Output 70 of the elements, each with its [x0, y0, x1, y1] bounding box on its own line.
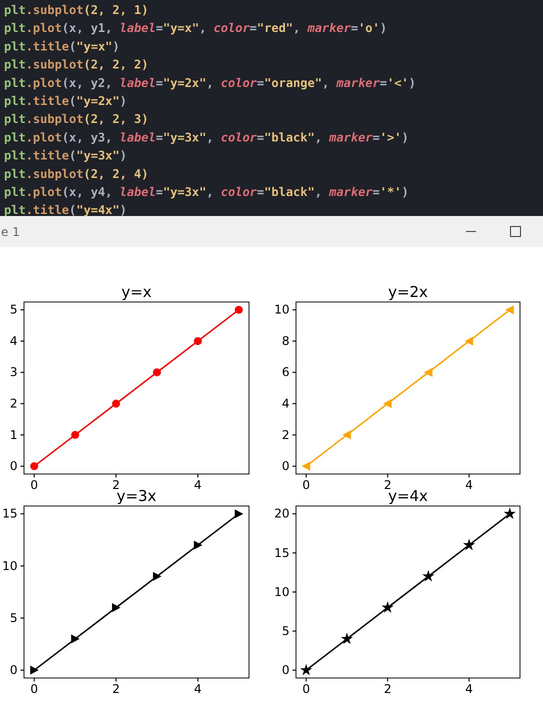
- y-tick-label: 4: [10, 334, 18, 348]
- y-tick-label: 5: [282, 624, 290, 638]
- text: e 1: [1, 225, 20, 239]
- text: plt.subplot(2, 2, 3): [4, 112, 149, 126]
- point: [504, 507, 516, 519]
- x-tick-label: 0: [30, 682, 38, 696]
- y-tick-label: 2: [282, 428, 290, 442]
- x-tick-label: 4: [465, 478, 473, 492]
- point: [71, 634, 80, 644]
- text: plt.subplot(2, 2, 1): [4, 3, 149, 17]
- point: [234, 509, 244, 518]
- point: [112, 400, 120, 408]
- point: [234, 306, 243, 314]
- point: [342, 430, 351, 440]
- point: [152, 368, 161, 376]
- text: plt.plot(x, y2, label="y=2x", color="orange", marker='<'): [4, 76, 416, 90]
- y-tick-label: 0: [282, 663, 290, 678]
- point: [30, 666, 39, 675]
- y-tick-label: 20: [274, 506, 290, 521]
- point: [30, 462, 38, 470]
- x-tick-label: 4: [194, 478, 202, 492]
- text: plt.plot(x, y1, label="y=x", color="red", marker='o'): [4, 21, 387, 36]
- y-tick-label: 5: [10, 302, 18, 317]
- point: [505, 305, 514, 314]
- text: plt.title("y=2x"): [4, 94, 127, 108]
- text: plt.subplot(2, 2, 2): [4, 58, 149, 72]
- point: [302, 462, 310, 471]
- text: plt.plot(x, y3, label="y=3x", color="black", marker='>'): [4, 130, 409, 144]
- x-tick-label: 2: [112, 682, 120, 696]
- text: plt.title("y=x"): [4, 39, 120, 54]
- point: [340, 632, 353, 644]
- y-tick-label: 15: [2, 506, 18, 521]
- text: plt.title("y=4x"): [4, 203, 127, 218]
- y-tick-label: 10: [274, 302, 290, 317]
- x-tick-label: 0: [30, 478, 38, 492]
- point: [383, 399, 392, 408]
- x-tick-label: 4: [194, 682, 202, 696]
- y-tick-label: 15: [274, 546, 290, 560]
- point: [464, 336, 474, 346]
- y-tick-label: 1: [10, 428, 18, 442]
- point: [424, 368, 432, 377]
- x-tick-label: 0: [302, 478, 310, 492]
- text: plt.plot(x, y4, label="y=3x", color="black", marker='*'): [4, 185, 409, 199]
- point: [152, 572, 162, 581]
- chart-title: y=2x: [388, 283, 428, 301]
- y-tick-label: 0: [10, 663, 18, 678]
- y-tick-label: 2: [10, 396, 18, 410]
- x-tick-label: 4: [465, 682, 473, 696]
- point: [194, 337, 202, 346]
- point: [422, 570, 434, 582]
- y-tick-label: 6: [282, 365, 290, 380]
- x-tick-label: 0: [302, 682, 310, 696]
- point: [382, 601, 394, 613]
- point: [112, 603, 121, 612]
- chart-title: y=x: [121, 283, 152, 301]
- y-tick-label: 8: [282, 334, 290, 348]
- text: plt.subplot(2, 2, 4): [4, 166, 149, 181]
- y-tick-label: 10: [2, 558, 18, 573]
- point: [463, 538, 476, 550]
- y-tick-label: 4: [282, 396, 290, 410]
- y-tick-label: 0: [10, 459, 18, 474]
- y-tick-label: 0: [282, 459, 290, 474]
- point: [300, 664, 312, 676]
- point: [71, 430, 80, 439]
- y-tick-label: 10: [274, 584, 290, 599]
- text: plt.title("y=3x"): [4, 148, 127, 163]
- point: [194, 540, 202, 550]
- y-tick-label: 3: [10, 365, 18, 380]
- x-tick-label: 2: [384, 682, 392, 696]
- y-tick-label: 5: [10, 610, 18, 625]
